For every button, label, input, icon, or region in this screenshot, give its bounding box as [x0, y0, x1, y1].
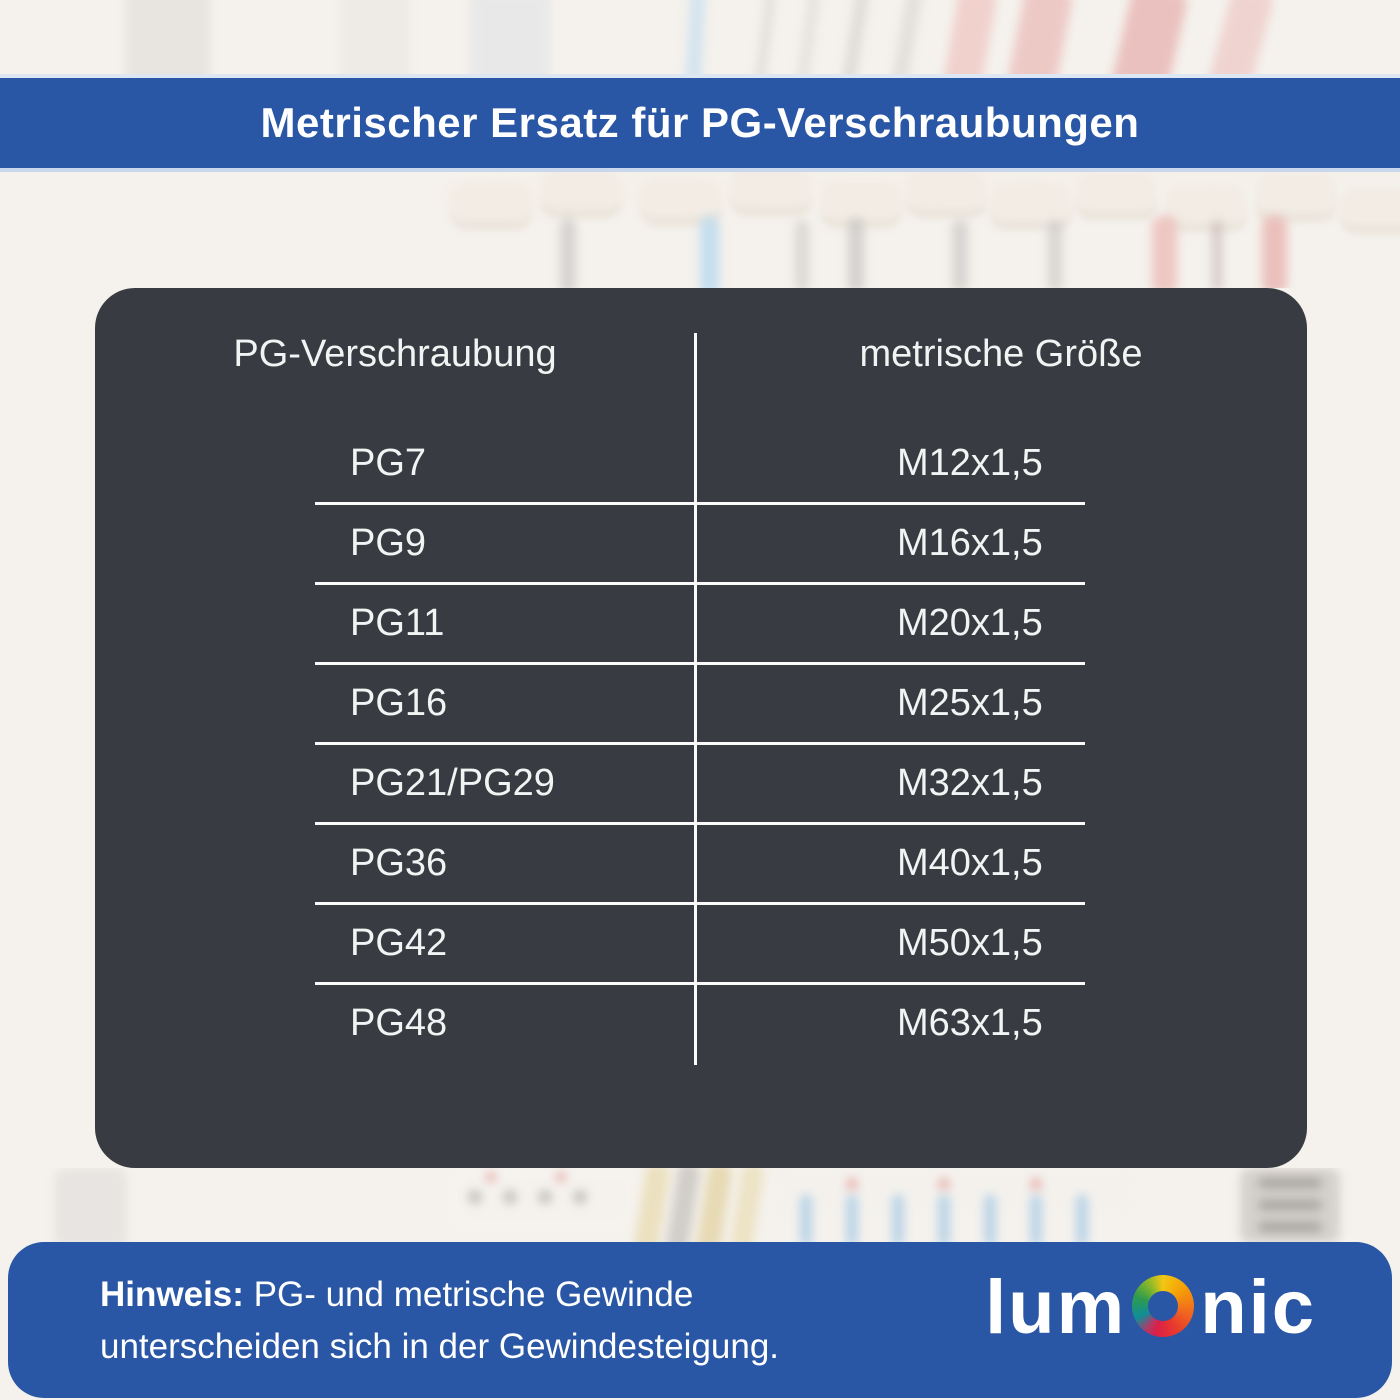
module-slot	[1258, 1178, 1322, 1188]
red-tip	[846, 1178, 858, 1190]
row-separator	[315, 582, 1085, 585]
wire-streak	[470, 0, 550, 78]
logo-o-ring-icon	[1132, 1275, 1195, 1337]
pg-size-cell: PG9	[350, 521, 427, 564]
pg-size-cell: PG48	[350, 1001, 448, 1044]
cable-gland	[1340, 186, 1400, 234]
background-wires-top	[0, 0, 1400, 78]
blue-wire	[846, 1194, 858, 1245]
metric-size-cell: M20x1,5	[897, 601, 1043, 644]
row-separator	[315, 502, 1085, 505]
wire-streak	[340, 0, 410, 78]
logo-text-prefix: lum	[985, 1265, 1127, 1350]
background-cable-glands	[0, 168, 1400, 288]
note-text-1: PG- und metrische Gewinde	[243, 1275, 694, 1314]
terminal-dot-red	[486, 1172, 496, 1182]
column-header-pg: PG-Verschraubung	[233, 332, 557, 375]
metric-size-cell: M63x1,5	[897, 1001, 1043, 1044]
blue-wire	[984, 1194, 996, 1245]
column-header-metric: metrische Größe	[859, 332, 1143, 375]
row-separator	[315, 902, 1085, 905]
column-divider	[694, 333, 697, 1065]
terminal-block	[775, 1168, 1135, 1216]
blue-wire	[1076, 1194, 1088, 1245]
module-slot	[1258, 1222, 1322, 1232]
cable-gland	[730, 168, 812, 216]
blue-wire	[892, 1194, 904, 1245]
blue-wire	[1030, 1194, 1042, 1245]
terminal-dot	[503, 1190, 517, 1204]
background-terminals	[0, 1168, 1400, 1245]
metric-size-cell: M50x1,5	[897, 921, 1043, 964]
footer-note: Hinweis: PG- und metrische Gewinde unter…	[100, 1269, 779, 1373]
hanging-wire	[795, 220, 809, 288]
terminal-dot-red	[556, 1172, 566, 1182]
hanging-wire-red	[1152, 216, 1177, 288]
hanging-wire	[1048, 220, 1062, 288]
table-header-row: PG-Verschraubung metrische Größe	[95, 316, 1307, 392]
title-banner: Metrischer Ersatz für PG-Verschraubungen	[0, 74, 1400, 172]
pg-size-cell: PG11	[350, 601, 445, 644]
pg-size-cell: PG36	[350, 841, 448, 884]
terminal-dot	[573, 1190, 587, 1204]
metric-size-cell: M32x1,5	[897, 761, 1043, 804]
logo-text-suffix: nic	[1200, 1265, 1316, 1350]
cable-gland	[905, 170, 987, 218]
hanging-wire	[952, 220, 968, 288]
table-row: PG11 M20x1,5	[95, 583, 1307, 665]
table-row: PG21/PG29 M32x1,5	[95, 743, 1307, 825]
metric-size-cell: M40x1,5	[897, 841, 1043, 884]
row-separator	[315, 982, 1085, 985]
table-row: PG7 M12x1,5	[95, 423, 1307, 505]
terminal-dot	[538, 1190, 552, 1204]
note-label: Hinweis:	[100, 1275, 244, 1314]
table-row: PG42 M50x1,5	[95, 903, 1307, 985]
cable-gland	[540, 170, 622, 218]
table-row: PG16 M25x1,5	[95, 663, 1307, 745]
pg-size-cell: PG16	[350, 681, 448, 724]
red-tip	[1030, 1178, 1042, 1190]
pg-size-cell: PG7	[350, 441, 427, 484]
hanging-wire-blue	[700, 216, 719, 288]
note-line-2: unterscheiden sich in der Gewindesteigun…	[100, 1327, 780, 1366]
wire-streak	[125, 0, 210, 78]
metric-size-cell: M12x1,5	[897, 441, 1043, 484]
terminal-dot	[468, 1190, 482, 1204]
hanging-wire	[848, 218, 864, 288]
table-body: PG7 M12x1,5 PG9 M16x1,5 PG11 M20x1,5 PG1…	[95, 423, 1307, 1063]
metric-size-cell: M25x1,5	[897, 681, 1043, 724]
cable-gland	[450, 182, 532, 230]
cable-gland	[1165, 184, 1247, 232]
table-row: PG36 M40x1,5	[95, 823, 1307, 905]
cable-gland	[1075, 172, 1157, 220]
lumonic-logo: lum nic	[985, 1270, 1316, 1350]
blue-wire	[800, 1194, 812, 1245]
cable-gland	[1255, 174, 1337, 222]
metric-size-cell: M16x1,5	[897, 521, 1043, 564]
row-separator	[315, 662, 1085, 665]
pg-size-cell: PG21/PG29	[350, 761, 555, 804]
table-row: PG48 M63x1,5	[95, 983, 1307, 1063]
note-line-1: Hinweis: PG- und metrische Gewinde	[100, 1269, 779, 1321]
cabinet-edge	[55, 1168, 127, 1245]
page-title: Metrischer Ersatz für PG-Verschraubungen	[260, 99, 1140, 146]
module-slot	[1258, 1200, 1322, 1210]
hanging-wire	[1212, 220, 1222, 288]
conversion-table-panel: PG-Verschraubung metrische Größe PG7 M12…	[95, 288, 1307, 1168]
red-tip	[938, 1178, 950, 1190]
blue-wire	[938, 1194, 950, 1245]
hanging-wire-red	[1262, 216, 1287, 288]
pg-size-cell: PG42	[350, 921, 448, 964]
row-separator	[315, 822, 1085, 825]
table-row: PG9 M16x1,5	[95, 503, 1307, 585]
footer-banner: Hinweis: PG- und metrische Gewinde unter…	[8, 1242, 1392, 1398]
row-separator	[315, 742, 1085, 745]
hanging-wire	[560, 218, 576, 288]
